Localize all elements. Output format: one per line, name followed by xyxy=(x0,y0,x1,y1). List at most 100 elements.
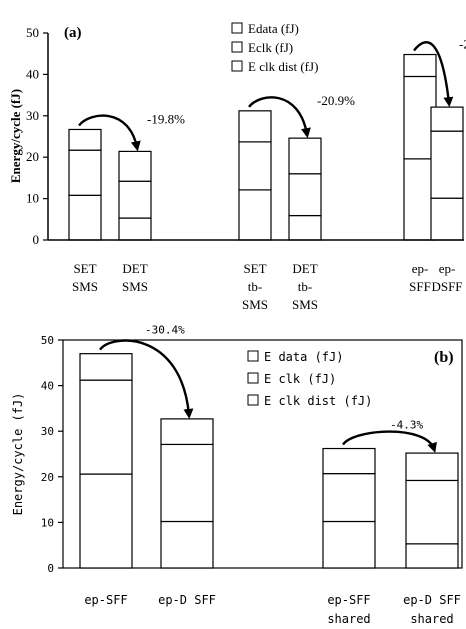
y-tick-label: 0 xyxy=(33,232,40,247)
x-tick-label: SFF xyxy=(409,279,431,294)
legend-entry: E clk dist (fJ) xyxy=(248,59,318,74)
reduction-arrow xyxy=(413,41,454,108)
reduction-label: -20.9% xyxy=(317,93,355,108)
bar-segment-set_sms-s0 xyxy=(68,194,102,241)
reduction-label: -27.8% xyxy=(459,37,466,52)
bar-segment-set_sms-s2 xyxy=(68,128,102,151)
x-tick-label: shared xyxy=(327,612,370,626)
y-axis-ticks: 0 10 20 30 40 50 xyxy=(41,334,63,575)
bar-segment-ep_sff-s1 xyxy=(79,379,133,475)
y-tick-label: 30 xyxy=(41,425,54,438)
legend: Edata (fJ) Eclk (fJ) E clk dist (fJ) xyxy=(231,21,318,74)
legend-swatch xyxy=(231,22,243,34)
legend-entry: Edata (fJ) xyxy=(248,21,299,36)
legend: E data (fJ) E clk (fJ) E clk dist (fJ) xyxy=(247,350,372,408)
bar-segment-ep_sff-s2 xyxy=(403,53,437,78)
x-tick-label: ep- xyxy=(439,261,456,276)
legend-swatch xyxy=(247,372,259,384)
x-axis-labels: SETSMSDETSMSSETtb-SMSDETtb-SMSep-SFFep-D… xyxy=(72,261,463,312)
x-tick-label: SMS xyxy=(72,279,98,294)
x-tick-label: DET xyxy=(122,261,147,276)
panel-label: (b) xyxy=(434,349,454,366)
x-tick-label: tb- xyxy=(248,279,262,294)
legend-swatch xyxy=(247,350,259,362)
x-tick-label: tb- xyxy=(298,279,312,294)
bar-segment-ep_sff_shared-s2 xyxy=(322,447,376,475)
reduction-arrow xyxy=(99,339,194,419)
y-tick-label: 20 xyxy=(41,471,54,484)
x-tick-label: ep-D SFF xyxy=(158,593,216,607)
bar-segment-set_tb_sms-s0 xyxy=(238,189,272,241)
y-tick-label: 50 xyxy=(26,25,39,40)
chart-panel-a: 0 10 20 30 40 50 SET SMS DET SMS SET tb- SMS DET tb- S… xyxy=(8,21,466,312)
bar-segment-ep_dsff-s1 xyxy=(160,443,214,523)
y-tick-label: 10 xyxy=(41,516,54,529)
reduction-label: -4.3% xyxy=(390,419,423,432)
bar-segment-set_tb_sms-s2 xyxy=(238,110,272,143)
bar-segment-det_tb_sms-s0 xyxy=(288,214,322,241)
y-tick-label: 0 xyxy=(47,562,54,575)
legend-entry: E clk (fJ) xyxy=(264,372,336,386)
y-axis-title: Energy/cycle (fJ) xyxy=(8,89,23,183)
bars xyxy=(68,53,464,241)
bar-segment-ep_sff_shared-s1 xyxy=(322,473,376,523)
x-tick-label: ep- xyxy=(412,261,429,276)
annotations: -19.8% -20.9% -27.8% xyxy=(78,37,466,152)
panel-label: (a) xyxy=(64,25,82,41)
x-tick-label: SET xyxy=(73,261,96,276)
x-tick-label: ep-D SFF xyxy=(403,593,461,607)
bar-segment-ep_dsff_shared-s1 xyxy=(405,479,459,545)
x-tick-label: SMS xyxy=(122,279,148,294)
x-tick-label: ep-SFF xyxy=(327,593,370,607)
bar-segment-det_tb_sms-s2 xyxy=(288,137,322,175)
y-tick-label: 50 xyxy=(41,334,54,347)
reduction-arrow xyxy=(248,96,311,139)
bar-segment-ep_dsff-s0 xyxy=(160,520,214,569)
reduction-label: -30.4% xyxy=(145,324,185,337)
bar-segment-det_tb_sms-s1 xyxy=(288,173,322,217)
x-tick-label: DET xyxy=(292,261,317,276)
bar-segment-det_sms-s1 xyxy=(118,180,152,219)
legend-swatch xyxy=(231,60,243,72)
reduction-arrow xyxy=(342,430,437,453)
bar-segment-ep_sff-s2 xyxy=(79,353,133,381)
bar-segment-set_tb_sms-s1 xyxy=(238,141,272,191)
bar-segment-ep_dsff-s2 xyxy=(160,418,214,446)
x-axis-labels: ep-SFF ep-D SFF ep-SFF shared ep-D SFF shared xyxy=(84,593,461,626)
legend-entry: E clk dist (fJ) xyxy=(264,394,372,408)
legend-entry: E data (fJ) xyxy=(264,350,343,364)
x-tick-label: DSFF xyxy=(431,279,462,294)
reduction-arrow xyxy=(78,114,141,152)
x-tick-label: SMS xyxy=(292,297,318,312)
bar-segment-ep_sff-s0 xyxy=(79,473,133,569)
x-tick-label: shared xyxy=(410,612,453,626)
y-axis-ticks: 0 10 20 30 40 50 xyxy=(26,25,48,247)
bar-segment-ep_dsff-s1 xyxy=(430,130,464,199)
bar-segment-ep_dsff-s0 xyxy=(430,197,464,241)
bar-segment-ep_sff_shared-s0 xyxy=(322,520,376,569)
plot-frame xyxy=(62,339,463,569)
y-tick-label: 20 xyxy=(26,149,39,164)
y-tick-label: 40 xyxy=(26,66,39,81)
y-axis-title: Energy/cycle (fJ) xyxy=(11,393,25,516)
bar-segment-ep_dsff_shared-s0 xyxy=(405,543,459,569)
bar-segment-det_sms-s0 xyxy=(118,217,152,241)
y-tick-label: 40 xyxy=(41,380,54,393)
y-tick-label: 30 xyxy=(26,108,39,123)
reduction-label: -19.8% xyxy=(147,111,185,126)
legend-swatch xyxy=(231,41,243,53)
x-tick-label: ep-SFF xyxy=(84,593,127,607)
x-tick-label: SET xyxy=(243,261,266,276)
bar-segment-ep_dsff-s2 xyxy=(430,106,464,132)
x-tick-label: SMS xyxy=(242,297,268,312)
bar-segment-ep_dsff_shared-s2 xyxy=(405,452,459,482)
bar-segment-set_sms-s1 xyxy=(68,149,102,196)
legend-swatch xyxy=(247,394,259,406)
bar-segment-det_sms-s2 xyxy=(118,150,152,182)
annotations: -30.4% -4.3% xyxy=(99,324,437,453)
y-tick-label: 10 xyxy=(26,191,39,206)
legend-entry: Eclk (fJ) xyxy=(248,40,293,55)
bars xyxy=(79,353,459,569)
